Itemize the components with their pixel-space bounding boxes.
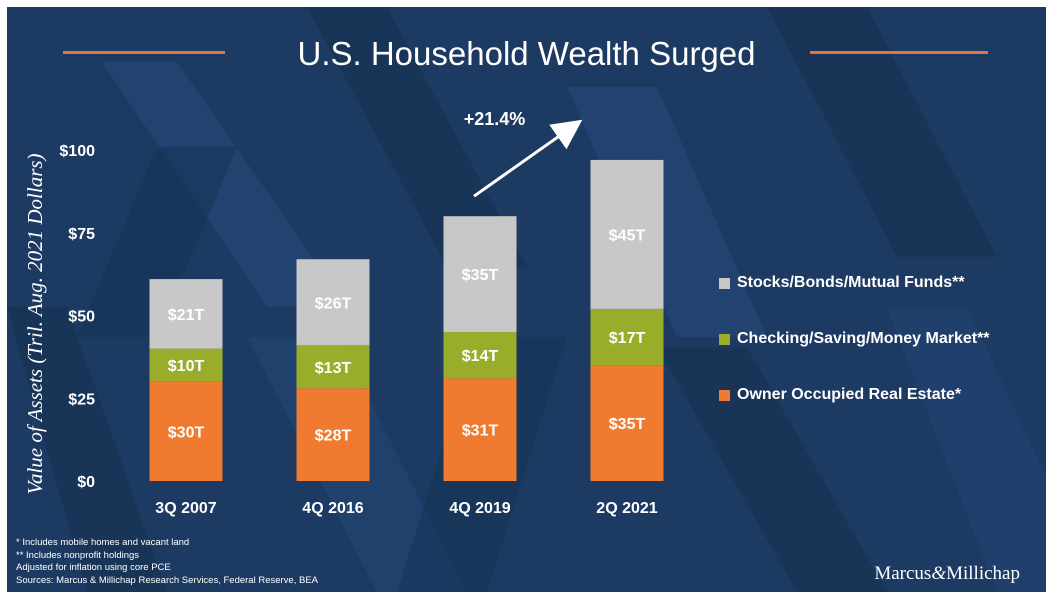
legend-item-stocks: Stocks/Bonds/Mutual Funds** [719, 269, 990, 297]
bar-segment [443, 378, 517, 481]
bar-segment [149, 381, 223, 481]
bar-segment [296, 388, 370, 481]
legend-swatch [719, 277, 730, 289]
data-label: $17T [609, 330, 646, 347]
legend: Stocks/Bonds/Mutual Funds** Checking/Sav… [719, 269, 990, 437]
y-tick-label: $100 [59, 143, 95, 160]
footnote: ** Includes nonprofit holdings [16, 549, 140, 561]
legend-label: Checking/Saving/Money Market** [737, 330, 990, 347]
legend-swatch [719, 333, 730, 345]
bar-segment [590, 159, 664, 309]
data-label: $21T [168, 307, 205, 324]
y-tick-label: $25 [68, 391, 95, 408]
footnote: * Includes mobile homes and vacant land [16, 537, 190, 548]
bar-segment [149, 348, 223, 382]
slide: U.S. Household Wealth Surged Value of As… [7, 7, 1046, 592]
data-label: $14T [462, 348, 499, 365]
bar-segment [296, 259, 370, 346]
chart-title: U.S. Household Wealth Surged [297, 35, 756, 72]
footnote: Adjusted for inflation using core PCE [16, 562, 171, 573]
x-tick-label: 4Q 2016 [302, 500, 363, 517]
legend-label: Owner Occupied Real Estate* [737, 386, 962, 403]
data-label: $26T [315, 295, 352, 312]
y-tick-label: $75 [68, 226, 95, 243]
logo-text-marcus: Marcus [874, 563, 932, 584]
bar-segment [149, 279, 223, 349]
bar-segment [443, 216, 517, 333]
title-rule-left [63, 51, 225, 54]
data-label: $35T [462, 267, 499, 284]
title-rule-right [810, 51, 988, 54]
x-tick-label: 3Q 2007 [155, 500, 216, 517]
bar-segment [590, 308, 664, 366]
y-tick-label: $0 [77, 474, 95, 491]
x-tick-label: 4Q 2019 [449, 500, 510, 517]
bar-segment [443, 332, 517, 379]
data-label: $30T [168, 424, 205, 441]
footnotes: * Includes mobile homes and vacant land … [16, 537, 318, 587]
company-logo: Marcus&Millichap [874, 563, 1020, 585]
growth-annotation: +21.4% [464, 109, 526, 129]
data-label: $45T [609, 227, 646, 244]
logo-text-millichap: Millichap [946, 563, 1020, 584]
logo-ampersand: & [931, 563, 947, 584]
data-label: $10T [168, 358, 205, 375]
legend-item-checking: Checking/Saving/Money Market** [719, 325, 990, 353]
data-label: $35T [609, 416, 646, 433]
data-label: $31T [462, 423, 499, 440]
stacked-bar-chart: $0 $25 $50 $75 $100 $30T $10T $21T 3Q 2007 $28T $1… [59, 109, 664, 517]
data-label: $28T [315, 428, 352, 445]
legend-swatch [719, 389, 730, 401]
growth-arrow [473, 119, 583, 198]
y-tick-label: $50 [68, 309, 95, 326]
data-label: $13T [315, 360, 352, 377]
bar-segment [296, 345, 370, 389]
footnote: Sources: Marcus & Millichap Research Ser… [16, 574, 319, 586]
x-tick-label: 2Q 2021 [596, 500, 657, 517]
legend-item-real-estate: Owner Occupied Real Estate* [719, 381, 990, 409]
legend-label: Stocks/Bonds/Mutual Funds** [737, 274, 965, 291]
bar-segment [590, 365, 664, 481]
